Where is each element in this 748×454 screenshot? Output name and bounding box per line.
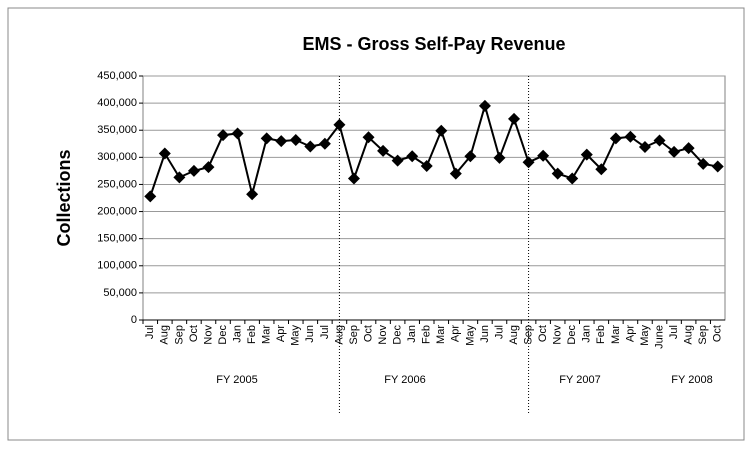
y-tick-label: 100,000 bbox=[97, 260, 137, 272]
y-tick-label: 150,000 bbox=[97, 233, 137, 245]
group-label: FY 2006 bbox=[384, 374, 425, 386]
chart-title: EMS - Gross Self-Pay Revenue bbox=[302, 34, 565, 54]
x-tick-label: Nov bbox=[552, 325, 564, 345]
data-point bbox=[173, 171, 186, 184]
x-tick-label: Aug bbox=[333, 325, 345, 345]
data-point bbox=[493, 151, 506, 164]
data-point bbox=[449, 167, 462, 180]
data-point bbox=[551, 167, 564, 180]
data-point bbox=[653, 134, 666, 147]
x-tick-label: Dec bbox=[392, 325, 404, 345]
y-tick-label: 300,000 bbox=[97, 151, 137, 163]
y-axis-label: Collections bbox=[54, 149, 74, 246]
data-point bbox=[158, 147, 171, 160]
data-point bbox=[275, 135, 288, 148]
data-point bbox=[391, 154, 404, 167]
data-point bbox=[682, 142, 695, 155]
x-tick-label: Sep bbox=[697, 325, 709, 345]
data-point bbox=[711, 160, 724, 173]
x-tick-label: Feb bbox=[421, 325, 433, 344]
x-tick-label: Oct bbox=[712, 325, 724, 342]
x-tick-label: Mar bbox=[435, 325, 447, 344]
plot-area bbox=[142, 75, 726, 321]
data-point bbox=[362, 131, 375, 144]
x-tick-label: May bbox=[639, 325, 651, 346]
data-point bbox=[377, 144, 390, 157]
data-point bbox=[246, 188, 259, 201]
x-tick-label: Sep bbox=[522, 325, 534, 345]
data-point bbox=[464, 150, 477, 163]
x-tick-label: Dec bbox=[217, 325, 229, 345]
data-point bbox=[217, 129, 230, 142]
data-point bbox=[537, 149, 550, 162]
x-tick-label: Jul bbox=[493, 325, 505, 339]
y-tick-label: 250,000 bbox=[97, 178, 137, 190]
x-tick-label: Aug bbox=[683, 325, 695, 345]
group-label: FY 2008 bbox=[671, 374, 712, 386]
x-tick-label: Jul bbox=[668, 325, 680, 339]
x-tick-label: Jun bbox=[304, 325, 316, 343]
y-tick-label: 200,000 bbox=[97, 205, 137, 217]
x-tick-label: Oct bbox=[537, 325, 549, 342]
data-point bbox=[668, 145, 681, 158]
data-point bbox=[289, 133, 302, 146]
data-point bbox=[638, 141, 651, 154]
data-point bbox=[406, 150, 419, 163]
data-point bbox=[144, 190, 157, 203]
y-tick-label: 400,000 bbox=[97, 97, 137, 109]
y-tick-label: 0 bbox=[131, 314, 137, 326]
y-tick-label: 450,000 bbox=[97, 70, 137, 82]
data-point bbox=[580, 148, 593, 161]
data-point bbox=[304, 140, 317, 153]
data-point bbox=[260, 132, 273, 145]
data-point bbox=[347, 172, 360, 185]
x-tick-label: Aug bbox=[159, 325, 171, 345]
y-tick-label: 350,000 bbox=[97, 124, 137, 136]
x-tick-label: Aug bbox=[508, 325, 520, 345]
x-tick-label: Sep bbox=[173, 325, 185, 345]
x-tick-label: Apr bbox=[624, 325, 636, 342]
x-tick-label: Oct bbox=[362, 325, 374, 342]
x-tick-label: Jan bbox=[406, 325, 418, 343]
x-tick-label: Oct bbox=[188, 325, 200, 342]
x-tick-label: June bbox=[653, 325, 665, 349]
x-tick-label: Nov bbox=[202, 325, 214, 345]
data-point bbox=[420, 160, 433, 173]
series-line bbox=[149, 102, 718, 197]
group-label: FY 2007 bbox=[559, 374, 600, 386]
data-point bbox=[231, 127, 244, 140]
x-tick-label: Apr bbox=[275, 325, 287, 342]
x-tick-label: May bbox=[464, 325, 476, 346]
x-tick-label: Jan bbox=[581, 325, 593, 343]
x-tick-label: Jul bbox=[319, 325, 331, 339]
data-point bbox=[697, 157, 710, 170]
group-label: FY 2005 bbox=[216, 374, 257, 386]
y-tick-label: 50,000 bbox=[103, 287, 137, 299]
data-point bbox=[522, 156, 535, 169]
x-tick-label: Apr bbox=[450, 325, 462, 342]
x-tick-label: Jan bbox=[231, 325, 243, 343]
data-point bbox=[318, 137, 331, 150]
data-point bbox=[202, 161, 215, 174]
x-tick-label: Feb bbox=[595, 325, 607, 344]
data-point bbox=[435, 124, 448, 137]
data-point bbox=[333, 118, 346, 131]
x-tick-label: Mar bbox=[610, 325, 622, 344]
x-tick-label: Jun bbox=[479, 325, 491, 343]
data-point bbox=[187, 164, 200, 177]
data-point bbox=[624, 130, 637, 143]
x-tick-label: May bbox=[290, 325, 302, 346]
x-tick-label: Jul bbox=[144, 325, 156, 339]
data-point bbox=[595, 163, 608, 176]
x-tick-label: Sep bbox=[348, 325, 360, 345]
data-point bbox=[609, 132, 622, 145]
x-tick-label: Feb bbox=[246, 325, 258, 344]
x-tick-label: Dec bbox=[566, 325, 578, 345]
x-tick-label: Mar bbox=[261, 325, 273, 344]
x-tick-label: Nov bbox=[377, 325, 389, 345]
data-point bbox=[508, 112, 521, 125]
data-point bbox=[478, 99, 491, 112]
data-point bbox=[566, 172, 579, 185]
